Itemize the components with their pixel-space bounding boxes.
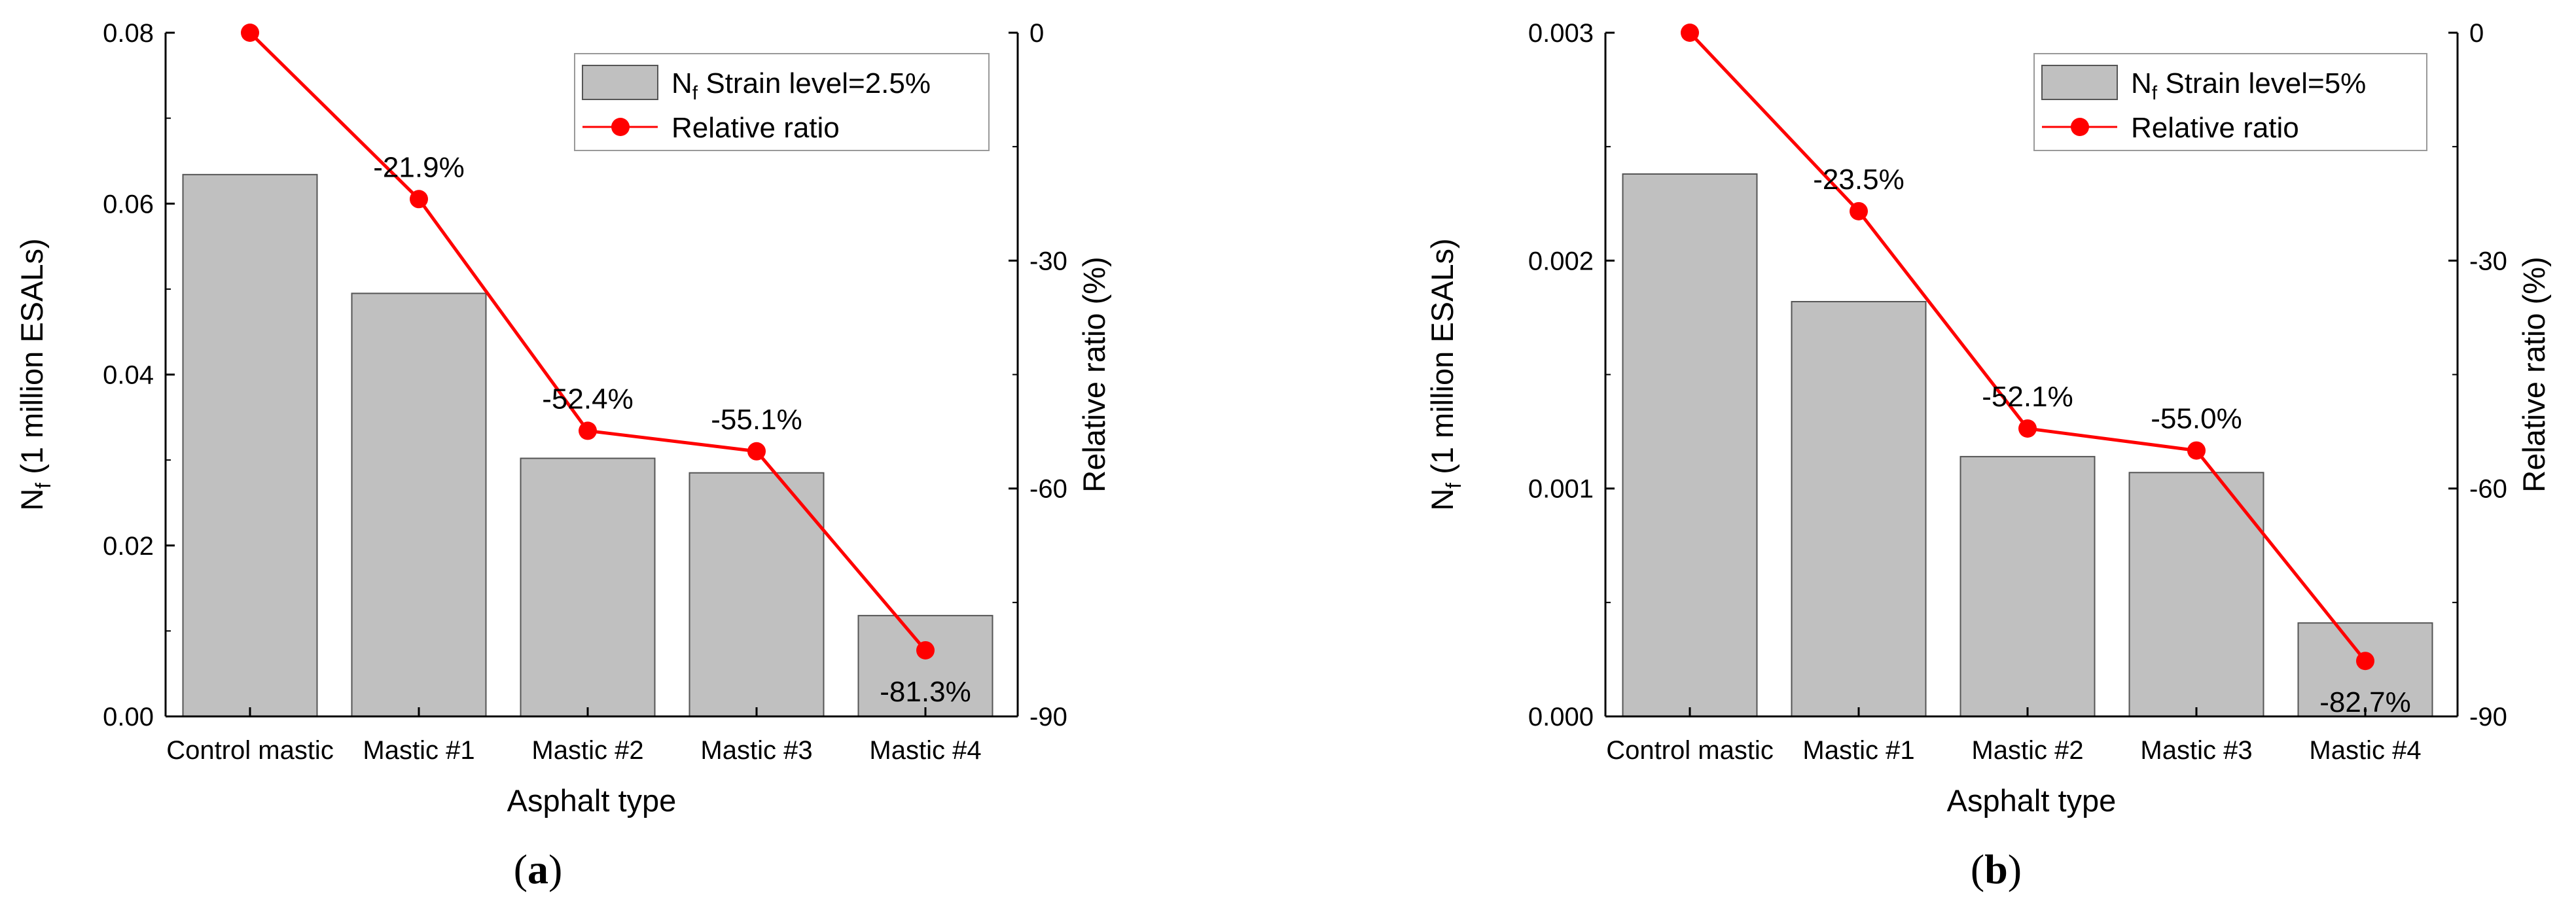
bar-4 <box>857 614 993 717</box>
y-tick-label: 0.003 <box>1528 19 1594 48</box>
y2-tick-label: -90 <box>2469 703 2507 731</box>
x-tick-label: Mastic #3 <box>700 736 812 765</box>
relative-ratio-point-4 <box>916 641 935 659</box>
data-label-2: -52.4% <box>542 383 633 415</box>
y2-tick-label: -60 <box>1029 475 1067 504</box>
y-tick-label: 0.00 <box>103 703 154 731</box>
data-label-4: -81.3% <box>880 676 971 708</box>
bar-1 <box>1791 301 1927 717</box>
legend-line-marker <box>2071 118 2089 136</box>
legend-bar-swatch <box>582 65 658 100</box>
relative-ratio-point-3 <box>747 442 766 461</box>
x-tick-label: Mastic #4 <box>2309 736 2421 765</box>
chart-panel-b: 0.000 0.001 0.002 0.003 0 -30 -60 -90 Control ma… <box>1425 19 2551 892</box>
relative-ratio-point-4 <box>2356 652 2374 671</box>
panel-label: (b) <box>1971 846 2022 892</box>
x-axis-title: Asphalt type <box>507 783 677 818</box>
data-label-1: -23.5% <box>1813 164 1904 196</box>
y-tick-label: 0.000 <box>1528 703 1594 731</box>
bar-2 <box>520 457 656 717</box>
x-tick-label: Mastic #3 <box>2140 736 2252 765</box>
legend-line-label: Relative ratio <box>671 112 840 144</box>
y-axis-title: Nf (1 million ESALs) <box>14 238 55 510</box>
legend-bar-label: Nf Strain level=2.5% <box>671 67 931 104</box>
bar-3 <box>689 472 825 717</box>
relative-ratio-point-1 <box>410 190 428 209</box>
x-axis-title: Asphalt type <box>1947 783 2117 818</box>
legend-bar-label: Nf Strain level=5% <box>2131 67 2366 104</box>
x-tick-label: Mastic #4 <box>869 736 981 765</box>
x-tick-label: Mastic #1 <box>363 736 474 765</box>
x-tick-label: Mastic #1 <box>1802 736 1914 765</box>
x-tick-label: Control mastic <box>1606 736 1774 765</box>
data-label-3: -55.1% <box>711 404 802 436</box>
relative-ratio-point-3 <box>2187 441 2206 460</box>
y2-tick-label: 0 <box>1029 19 1044 48</box>
y2-tick-label: -30 <box>2469 247 2507 275</box>
chart-panel-a: 0.00 0.02 0.04 0.06 0.08 0 -30 -60 -90 Control ma… <box>14 19 1111 892</box>
relative-ratio-point-1 <box>1850 202 1868 220</box>
y-tick-label: 0.06 <box>103 190 154 219</box>
y2-axis-title: Relative ratio (%) <box>2516 256 2551 492</box>
y-tick-label: 0.08 <box>103 19 154 48</box>
y-tick-label: 0.001 <box>1528 475 1594 504</box>
x-tick-label: Mastic #2 <box>1971 736 2083 765</box>
y2-axis-title: Relative ratio (%) <box>1077 256 1111 492</box>
legend-bar-swatch <box>2041 65 2118 100</box>
relative-ratio-point-0 <box>1681 24 1699 42</box>
y-tick-label: 0.02 <box>103 532 154 561</box>
y-axis-title: Nf (1 million ESALs) <box>1425 238 1465 510</box>
y2-tick-label: -60 <box>2469 475 2507 504</box>
data-label-3: -55.0% <box>2151 403 2242 435</box>
data-label-4: -82.7% <box>2319 686 2410 718</box>
y-tick-label: 0.002 <box>1528 247 1594 275</box>
y2-tick-label: 0 <box>2469 19 2484 48</box>
y2-tick-label: -90 <box>1029 703 1067 731</box>
data-label-2: -52.1% <box>1982 381 2073 413</box>
x-tick-label: Mastic #2 <box>531 736 643 765</box>
legend-line-marker <box>611 118 630 136</box>
x-tick-label: Control mastic <box>166 736 334 765</box>
legend-line-label: Relative ratio <box>2131 112 2299 144</box>
y2-tick-label: -30 <box>1029 247 1067 275</box>
y-tick-label: 0.04 <box>103 361 154 390</box>
relative-ratio-point-2 <box>2018 419 2037 438</box>
data-label-1: -21.9% <box>373 151 464 183</box>
bar-0 <box>1622 173 1758 717</box>
panel-label: (a) <box>514 846 563 892</box>
bar-2 <box>1959 455 2096 718</box>
relative-ratio-point-0 <box>241 24 259 42</box>
relative-ratio-point-2 <box>579 421 597 440</box>
bar-1 <box>351 292 487 717</box>
bar-0 <box>182 173 318 717</box>
